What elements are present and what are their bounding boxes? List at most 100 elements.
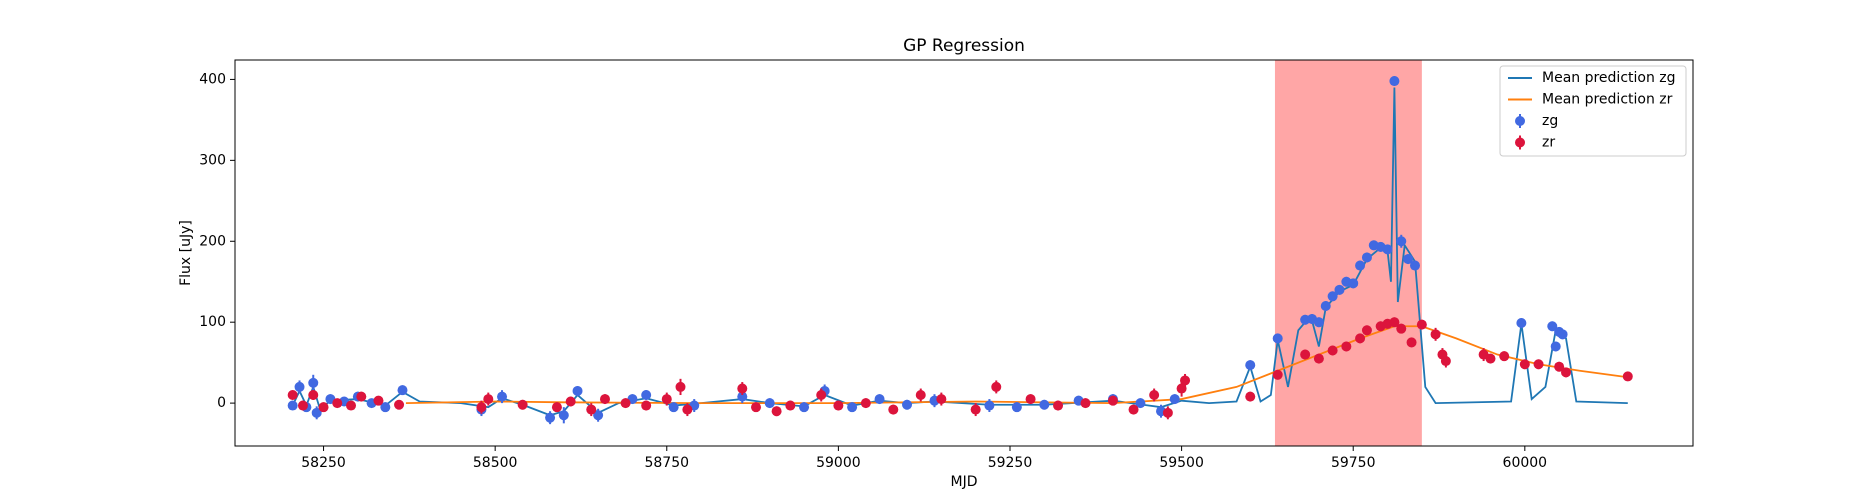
data-point [1313, 353, 1324, 364]
data-point [517, 399, 528, 410]
data-point [565, 396, 576, 407]
data-point [668, 402, 679, 413]
data-point [599, 394, 610, 405]
data-point [888, 404, 899, 415]
data-point [1396, 323, 1407, 334]
data-point [483, 394, 494, 405]
y-tick-label: 300 [199, 152, 226, 168]
data-point [1533, 359, 1544, 370]
data-point [1382, 244, 1393, 255]
data-point [771, 406, 782, 417]
x-tick-label: 59750 [1331, 455, 1376, 471]
data-point [737, 391, 748, 402]
data-point [1416, 319, 1427, 330]
x-tick-label: 60000 [1503, 455, 1548, 471]
data-point [816, 390, 827, 401]
data-point [641, 390, 652, 401]
y-tick-label: 0 [217, 395, 226, 411]
data-point [1561, 367, 1572, 378]
data-point [294, 381, 305, 392]
data-point [1149, 390, 1160, 401]
data-point [1550, 341, 1561, 352]
data-point [1245, 391, 1256, 402]
data-point [675, 381, 686, 392]
data-point [318, 402, 329, 413]
data-point [394, 399, 405, 410]
data-point [1080, 398, 1091, 409]
plot-frame [234, 59, 1694, 447]
data-point [1348, 278, 1359, 289]
data-point [737, 383, 748, 394]
x-tick-label: 58750 [644, 455, 689, 471]
data-point [1053, 400, 1064, 411]
data-point [620, 398, 631, 409]
x-tick-label: 59500 [1159, 455, 1204, 471]
data-point [1245, 360, 1256, 371]
data-point [1622, 371, 1633, 382]
data-point [1272, 333, 1283, 344]
data-point [356, 391, 367, 402]
data-point [799, 402, 810, 413]
data-point [287, 390, 298, 401]
data-point [833, 400, 844, 411]
mean-line [291, 87, 1628, 417]
x-axis-label: MJD [951, 474, 978, 490]
data-point [1039, 399, 1050, 410]
data-point [785, 400, 796, 411]
data-point [476, 402, 487, 413]
data-point [751, 402, 762, 413]
data-point [984, 400, 995, 411]
data-point [1361, 252, 1372, 263]
y-tick-label: 200 [199, 233, 226, 249]
data-point [586, 404, 597, 415]
x-tick-label: 58500 [473, 455, 518, 471]
legend-swatch [1515, 137, 1525, 148]
data-point [297, 400, 308, 411]
data-point [1519, 359, 1530, 370]
data-point [332, 398, 343, 409]
data-point [641, 400, 652, 411]
legend-label: zr [1542, 135, 1555, 151]
data-point [1341, 341, 1352, 352]
y-axis-label: Flux [uJy] [178, 220, 194, 286]
data-point [1334, 284, 1345, 295]
data-point [661, 394, 672, 405]
x-tick-label: 59250 [988, 455, 1033, 471]
data-point [874, 394, 885, 405]
data-point [1409, 260, 1420, 271]
data-point [558, 410, 569, 421]
data-point [936, 394, 947, 405]
data-point [1011, 402, 1022, 413]
data-point [308, 377, 319, 388]
data-point [308, 390, 319, 401]
data-point [902, 399, 913, 410]
data-point [1355, 260, 1366, 271]
data-point [593, 410, 604, 421]
data-point [1554, 361, 1565, 372]
data-point [311, 407, 322, 418]
data-point [572, 385, 583, 396]
data-point [380, 402, 391, 413]
data-point [373, 395, 384, 406]
data-point [1169, 394, 1180, 405]
x-tick-label: 59000 [816, 455, 861, 471]
data-point [1327, 345, 1338, 356]
data-point [970, 404, 981, 415]
data-point [545, 412, 556, 423]
data-point [1516, 317, 1527, 328]
data-point [1180, 375, 1191, 386]
data-point [1162, 407, 1173, 418]
data-point [1128, 404, 1139, 415]
data-point [1107, 395, 1118, 406]
data-point [287, 400, 298, 411]
chart-title: GP Regression [903, 36, 1025, 56]
data-point [1403, 254, 1414, 265]
legend-label: Mean prediction zg [1542, 70, 1676, 86]
data-point [1135, 398, 1146, 409]
data-point [1361, 325, 1372, 336]
data-point [860, 398, 871, 409]
data-point [1327, 291, 1338, 302]
data-point [1485, 353, 1496, 364]
data-point [497, 391, 508, 402]
